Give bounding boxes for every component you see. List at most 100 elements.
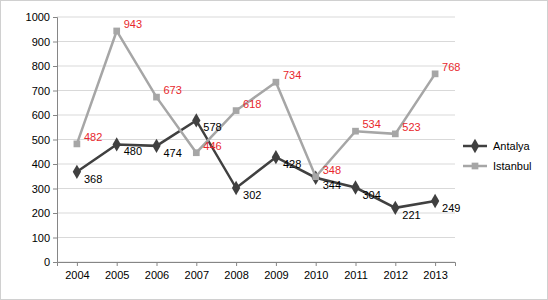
x-tick: 2007 [185, 262, 209, 281]
series-line [77, 31, 435, 177]
x-tick-label: 2009 [264, 269, 288, 281]
x-tick-mark [395, 262, 396, 266]
x-tick-mark [435, 262, 436, 266]
x-tick-mark [117, 262, 118, 266]
x-tick-mark [77, 262, 78, 266]
series-marker [233, 107, 240, 114]
y-tick-label: 600 [32, 109, 50, 121]
series-marker [273, 79, 280, 86]
marks [73, 28, 440, 215]
series-marker [74, 141, 81, 148]
data-label: 304 [363, 189, 381, 201]
y-tick: 900 [32, 36, 57, 48]
x-tick: 2005 [105, 262, 129, 281]
series-marker [432, 70, 439, 77]
x-tick-label: 2013 [423, 269, 447, 281]
y-tick-label: 1000 [26, 11, 50, 23]
series-marker [272, 150, 280, 164]
y-tick: 600 [32, 109, 57, 121]
y-tick: 300 [32, 183, 57, 195]
y-tick-mark [53, 91, 57, 92]
x-tick: 2004 [65, 262, 89, 281]
y-tick-label: 500 [32, 134, 50, 146]
y-tick-mark [53, 189, 57, 190]
y-tick-mark [53, 213, 57, 214]
y-tick-mark [53, 164, 57, 165]
data-label: 428 [283, 158, 301, 170]
x-tick: 2006 [145, 262, 169, 281]
grid-line [57, 237, 455, 238]
legend-item: Istanbul [463, 160, 532, 172]
series-marker [152, 139, 160, 153]
y-tick-label: 100 [32, 232, 50, 244]
series-marker [351, 180, 359, 194]
y-tick-mark [53, 66, 57, 67]
series-marker [193, 149, 200, 156]
y-tick: 700 [32, 85, 57, 97]
series-marker [113, 28, 120, 35]
y-tick: 400 [32, 158, 57, 170]
y-tick-label: 0 [44, 256, 50, 268]
x-tick-label: 2012 [384, 269, 408, 281]
y-axis: 0 100 200 300 400 500 600 700 800 900 1000 [26, 11, 58, 268]
chart-border [1, 1, 548, 300]
x-tick-mark [276, 262, 277, 266]
series-marker [153, 94, 160, 101]
y-tick: 800 [32, 60, 57, 72]
plot: 0 100 200 300 400 500 600 700 800 900 1000 2004 2005… [26, 11, 461, 281]
series-marker [312, 173, 319, 180]
legend-marker [472, 163, 479, 170]
legend-marker [471, 139, 479, 153]
data-label: 446 [203, 140, 221, 152]
data-label: 943 [124, 18, 142, 30]
y-axis-line [53, 18, 58, 263]
y-tick-mark [53, 17, 57, 18]
y-tick-label: 700 [32, 85, 50, 97]
data-label: 734 [283, 69, 301, 81]
y-tick: 200 [32, 207, 57, 219]
data-label: 578 [203, 121, 221, 133]
x-tick: 2011 [344, 262, 368, 281]
data-label: 249 [442, 202, 460, 214]
data-label: 344 [323, 179, 341, 191]
data-label: 302 [243, 189, 261, 201]
x-tick: 2009 [264, 262, 288, 281]
x-tick-mark [356, 262, 357, 266]
grid-line [57, 90, 455, 91]
y-tick-mark [53, 42, 57, 43]
y-tick-label: 200 [32, 207, 50, 219]
x-axis: 2004 2005 2006 2007 2008 2009 2010 2011 2012 2013 [58, 262, 456, 281]
y-tick-label: 400 [32, 158, 50, 170]
y-tick-label: 800 [32, 60, 50, 72]
grid-line [57, 115, 455, 116]
data-label: 482 [84, 131, 102, 143]
x-tick: 2010 [304, 262, 328, 281]
series-marker [73, 165, 81, 179]
data-label: 474 [164, 147, 182, 159]
x-tick-label: 2006 [145, 269, 169, 281]
x-tick-label: 2005 [105, 269, 129, 281]
data-label: 348 [323, 164, 341, 176]
grid [57, 17, 455, 262]
x-tick-mark [157, 262, 158, 266]
grid-line [57, 41, 455, 42]
series-marker [232, 181, 240, 195]
x-tick-label: 2011 [344, 269, 368, 281]
data-label: 480 [124, 145, 142, 157]
legend: Antalya Istanbul [463, 139, 532, 172]
legend-item: Antalya [463, 139, 531, 153]
series-marker [431, 194, 439, 208]
y-tick: 1000 [26, 11, 57, 23]
series-marker [192, 113, 200, 127]
y-tick-mark [53, 115, 57, 116]
data-label: 534 [363, 118, 381, 130]
y-tick-label: 300 [32, 183, 50, 195]
series-marker [113, 137, 121, 151]
x-tick: 2008 [224, 262, 248, 281]
data-label: 768 [442, 61, 460, 73]
y-tick: 500 [32, 134, 57, 146]
data-label: 673 [164, 84, 182, 96]
y-tick-mark [53, 262, 57, 263]
y-tick-label: 900 [32, 36, 50, 48]
x-tick-label: 2010 [304, 269, 328, 281]
